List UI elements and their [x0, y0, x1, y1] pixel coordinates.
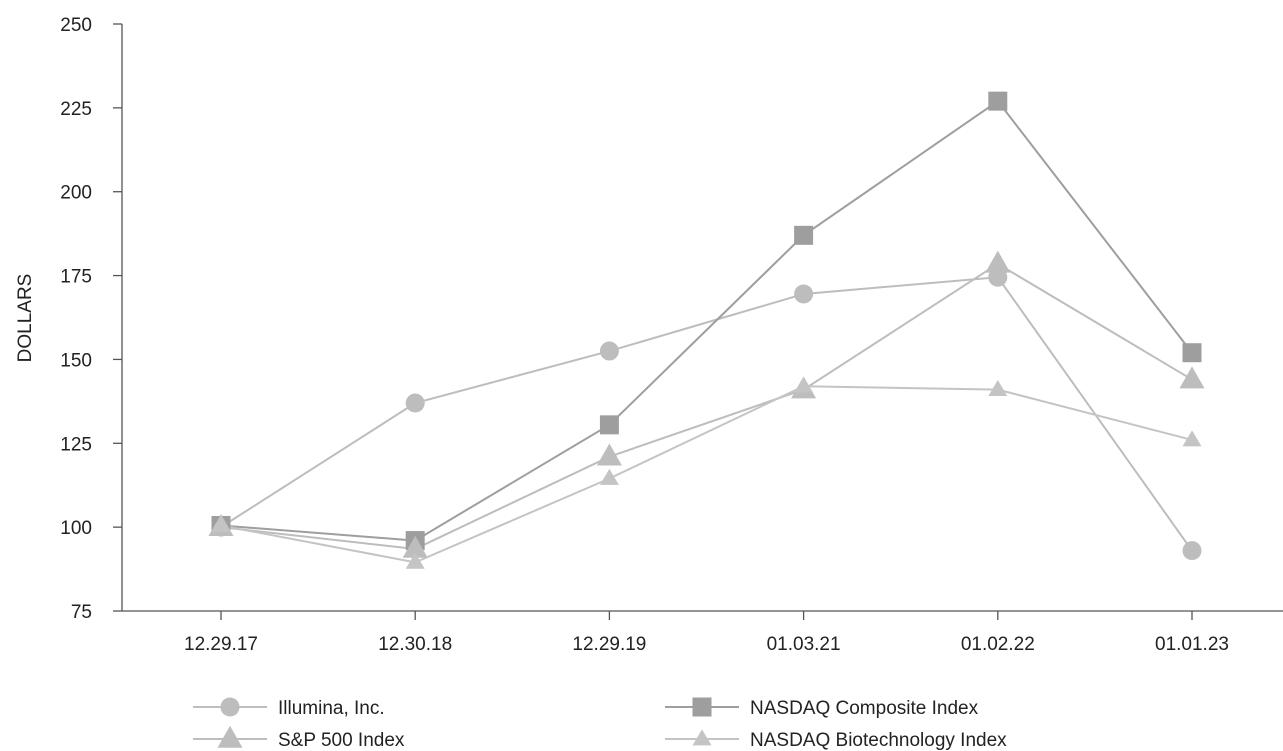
y-tick-label: 125	[60, 434, 92, 455]
x-tick-label: 12.29.17	[184, 634, 258, 655]
series-line	[220, 385, 1193, 564]
legend-item: S&P 500 Index	[193, 725, 405, 751]
data-point	[985, 250, 1011, 273]
legend-item: Illumina, Inc.	[193, 697, 385, 719]
data-point	[794, 284, 814, 304]
data-point	[988, 91, 1008, 111]
x-tick-label: 01.03.21	[767, 634, 841, 655]
series-line	[220, 99, 1193, 542]
y-tick-label: 150	[60, 350, 92, 371]
y-tick-label: 225	[60, 99, 92, 120]
data-point	[599, 415, 619, 435]
legend: Illumina, Inc. NASDAQ Composite Index S&P …	[193, 697, 1007, 751]
data-point	[402, 535, 428, 558]
legend-item: NASDAQ Biotechnology Index	[665, 729, 1007, 751]
y-tick-label: 250	[60, 15, 92, 36]
data-point	[599, 341, 619, 361]
y-tick-label: 75	[71, 602, 92, 623]
series-lines	[220, 99, 1193, 564]
legend-marker	[217, 725, 243, 748]
y-tick-label: 100	[60, 518, 92, 539]
y-tick-label: 200	[60, 183, 92, 204]
legend-label: Illumina, Inc.	[278, 698, 385, 719]
data-point	[794, 225, 814, 245]
data-point	[988, 380, 1008, 397]
x-tick-label: 12.29.19	[572, 634, 646, 655]
data-point	[405, 552, 425, 569]
series-markers	[208, 91, 1205, 569]
data-point	[1182, 430, 1202, 447]
legend-item: NASDAQ Composite Index	[665, 697, 979, 719]
data-point	[405, 393, 425, 413]
x-tick-label: 01.01.23	[1155, 634, 1229, 655]
y-axis-label: DOLLARS	[15, 274, 36, 363]
x-tick-label: 12.30.18	[378, 634, 452, 655]
axes: 75 100 125 150 175 200 225 250 12.29.17 12.30.18 1…	[60, 15, 1283, 655]
legend-label: S&P 500 Index	[278, 730, 405, 751]
legend-marker	[692, 697, 712, 717]
series-line	[220, 276, 1193, 552]
legend-marker	[220, 697, 240, 717]
legend-label: NASDAQ Composite Index	[750, 698, 979, 719]
x-tick-label: 01.02.22	[961, 634, 1035, 655]
data-point	[1182, 541, 1202, 561]
y-tick-label: 175	[60, 267, 92, 288]
series-line	[220, 262, 1193, 550]
legend-label: NASDAQ Biotechnology Index	[750, 730, 1007, 751]
data-point	[1182, 343, 1202, 363]
data-point	[599, 468, 619, 485]
data-point	[211, 515, 231, 532]
data-point	[794, 376, 814, 393]
data-point	[1179, 366, 1205, 389]
data-point	[596, 443, 622, 466]
legend-marker	[692, 729, 712, 746]
